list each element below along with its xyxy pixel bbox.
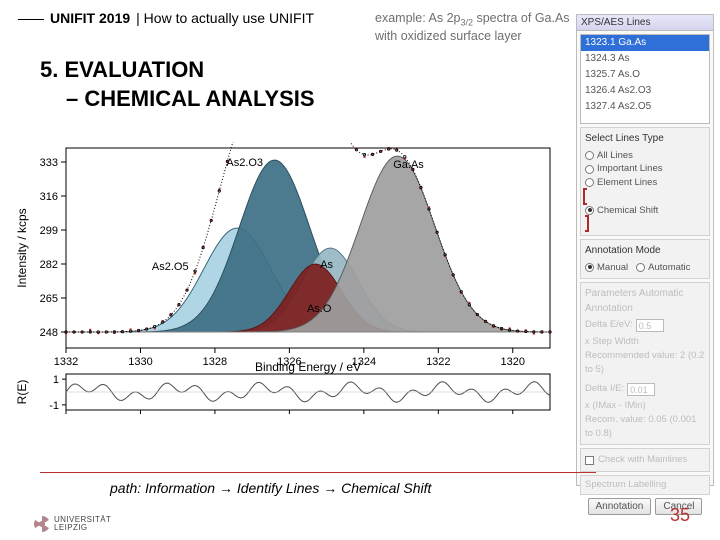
group-title: Annotation Mode [585, 244, 705, 259]
page-title: 5. EVALUATION – CHEMICAL ANALYSIS [40, 56, 315, 113]
delta-i-input[interactable]: 0.01 [627, 383, 655, 396]
title-line2: – CHEMICAL ANALYSIS [40, 85, 315, 114]
svg-text:333: 333 [40, 157, 58, 169]
lines-panel: XPS/AES Lines 1323.1 Ga.As1324.3 As1325.… [576, 14, 714, 486]
panel-buttons: Annotation Cancel [580, 498, 710, 515]
svg-text:282: 282 [40, 259, 58, 271]
params-group: Parameters Automatic Annotation Delta E/… [580, 282, 710, 445]
breadcrumb: UNIFIT 2019 | How to actually use UNIFIT [18, 10, 314, 26]
svg-text:R(E): R(E) [15, 380, 29, 405]
logo-text: UNIVERSITÄTLEIPZIG [54, 516, 111, 532]
title-line1: 5. EVALUATION [40, 56, 315, 85]
annotation-button[interactable]: Annotation [588, 498, 652, 515]
list-item[interactable]: 1326.4 As2.O3 [581, 83, 709, 99]
select-lines-type-group: Select Lines Type All LinesImportant Lin… [580, 127, 710, 236]
svg-text:1: 1 [53, 374, 59, 386]
group-title: Select Lines Type [585, 132, 705, 147]
radio-icon [585, 178, 594, 187]
radio-icon [636, 263, 645, 272]
panel-title: XPS/AES Lines [577, 15, 713, 31]
page-number: 35 [670, 505, 690, 526]
svg-text:316: 316 [40, 191, 58, 203]
list-item[interactable]: 1327.4 As2.O5 [581, 99, 709, 115]
svg-text:-1: -1 [49, 400, 59, 412]
svg-text:1328: 1328 [203, 356, 227, 368]
delta-e-row: Delta E/eV: 0.5 x Step Width [585, 318, 705, 349]
radio-all-lines[interactable]: All Lines [585, 149, 705, 163]
list-item[interactable]: 1325.7 As.O [581, 67, 709, 83]
list-item[interactable]: 1324.3 As [581, 51, 709, 67]
svg-text:As2.O3: As2.O3 [226, 157, 263, 169]
spectrum-labeling[interactable]: Spectrum Labelling [580, 475, 710, 495]
radio-icon [585, 263, 594, 272]
group-title: Parameters Automatic Annotation [585, 287, 705, 316]
svg-text:As: As [320, 259, 333, 271]
svg-text:As2.O5: As2.O5 [152, 261, 189, 273]
annotation-mode-group: Annotation Mode Manual Automatic [580, 239, 710, 279]
footer-rule [40, 472, 596, 473]
checkbox-icon [585, 456, 594, 465]
university-logo: UNIVERSITÄTLEIPZIG [34, 516, 111, 532]
spectrum-chart: 1332133013281326132413221320248265282299… [10, 142, 562, 442]
example-caption: example: As 2p3/2 spectra of Ga.As with … [375, 11, 575, 44]
svg-text:248: 248 [40, 327, 58, 339]
recom2: Recom. value: 0.05 (0.001 to 0.8) [585, 413, 705, 441]
radio-manual[interactable]: Manual [585, 261, 628, 275]
lines-list[interactable]: 1323.1 Ga.As1324.3 As1325.7 As.O1326.4 A… [580, 34, 710, 124]
delta-e-input[interactable]: 0.5 [636, 319, 664, 332]
crumb-bold: UNIFIT 2019 [50, 10, 130, 26]
radio-automatic[interactable]: Automatic [636, 261, 690, 275]
delta-i-row: Delta I/E: 0.01 x (IMax - IMin) [585, 382, 705, 413]
recom1: Recommended value: 2 (0.2 to 5) [585, 349, 705, 377]
svg-text:1320: 1320 [501, 356, 525, 368]
list-item[interactable]: 1323.1 Ga.As [581, 35, 709, 51]
svg-text:1322: 1322 [426, 356, 450, 368]
crumb-rest: | How to actually use UNIFIT [136, 10, 314, 26]
svg-text:265: 265 [40, 293, 58, 305]
radio-chemical-shift[interactable]: Chemical Shift [585, 204, 705, 218]
radio-icon [585, 165, 594, 174]
check-mainlines[interactable]: Check with Mainlines [580, 448, 710, 472]
svg-text:Intensity / kcps: Intensity / kcps [15, 208, 29, 287]
footer-path: path: Information → Identify Lines → Che… [110, 480, 431, 496]
svg-text:As.O: As.O [307, 303, 332, 315]
radio-icon [585, 151, 594, 160]
radio-element-lines[interactable]: Element Lines [585, 176, 705, 190]
svg-text:299: 299 [40, 225, 58, 237]
svg-text:Ga.As: Ga.As [393, 159, 424, 171]
radio-icon [585, 206, 594, 215]
breadcrumb-dash [18, 19, 44, 20]
svg-text:Binding Energy / eV: Binding Energy / eV [255, 360, 361, 374]
svg-text:1330: 1330 [128, 356, 152, 368]
logo-mark-icon [34, 516, 50, 532]
radio-important-lines[interactable]: Important Lines [585, 162, 705, 176]
svg-text:1332: 1332 [54, 356, 78, 368]
